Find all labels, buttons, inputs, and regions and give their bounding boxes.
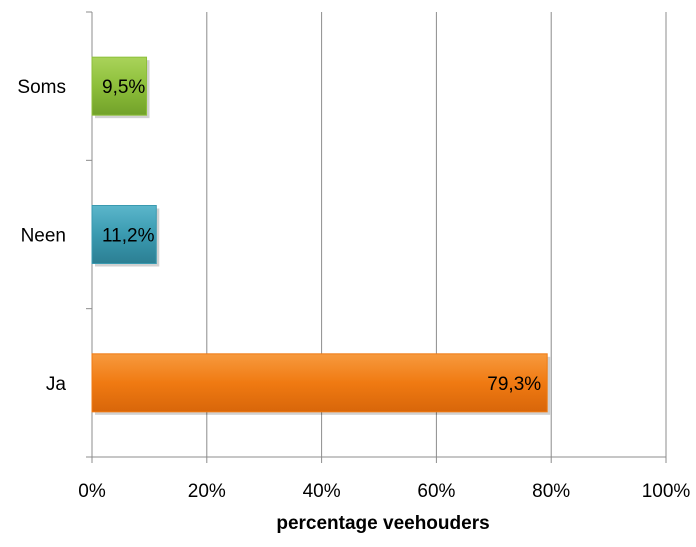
category-label: Neen (21, 226, 66, 247)
x-axis-title: percentage veehouders (276, 513, 489, 534)
x-tick-label: 0% (78, 481, 106, 502)
category-label: Ja (46, 374, 67, 395)
labels: 0% 20% 40% 60% 80% 100% Ja 79,3% Neen 11,2% Soms 9,… (17, 77, 690, 502)
bars (91, 56, 551, 415)
bar (91, 353, 548, 413)
data-label: 79,3% (487, 374, 541, 395)
bar (91, 205, 157, 264)
x-tick-label: 20% (188, 481, 226, 502)
data-label: 9,5% (102, 77, 145, 98)
x-tick-label: 60% (417, 481, 455, 502)
x-tick-label: 80% (532, 481, 570, 502)
category-label: Soms (17, 77, 66, 98)
data-label: 11,2% (102, 226, 155, 247)
x-tick-label: 100% (642, 481, 691, 502)
bar (91, 56, 148, 116)
x-tick-label: 40% (303, 481, 341, 502)
